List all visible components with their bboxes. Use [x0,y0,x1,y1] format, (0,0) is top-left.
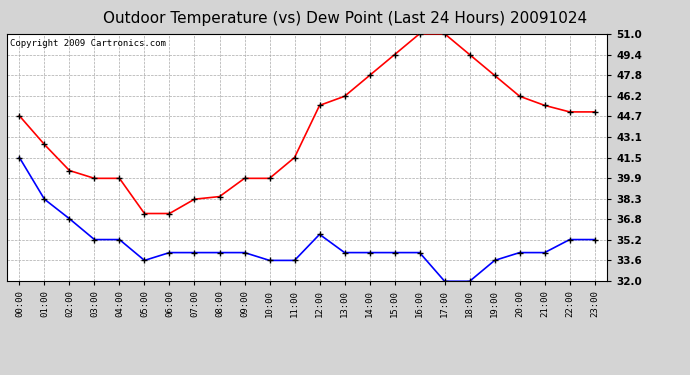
Text: Copyright 2009 Cartronics.com: Copyright 2009 Cartronics.com [10,39,166,48]
Text: Outdoor Temperature (vs) Dew Point (Last 24 Hours) 20091024: Outdoor Temperature (vs) Dew Point (Last… [103,11,587,26]
